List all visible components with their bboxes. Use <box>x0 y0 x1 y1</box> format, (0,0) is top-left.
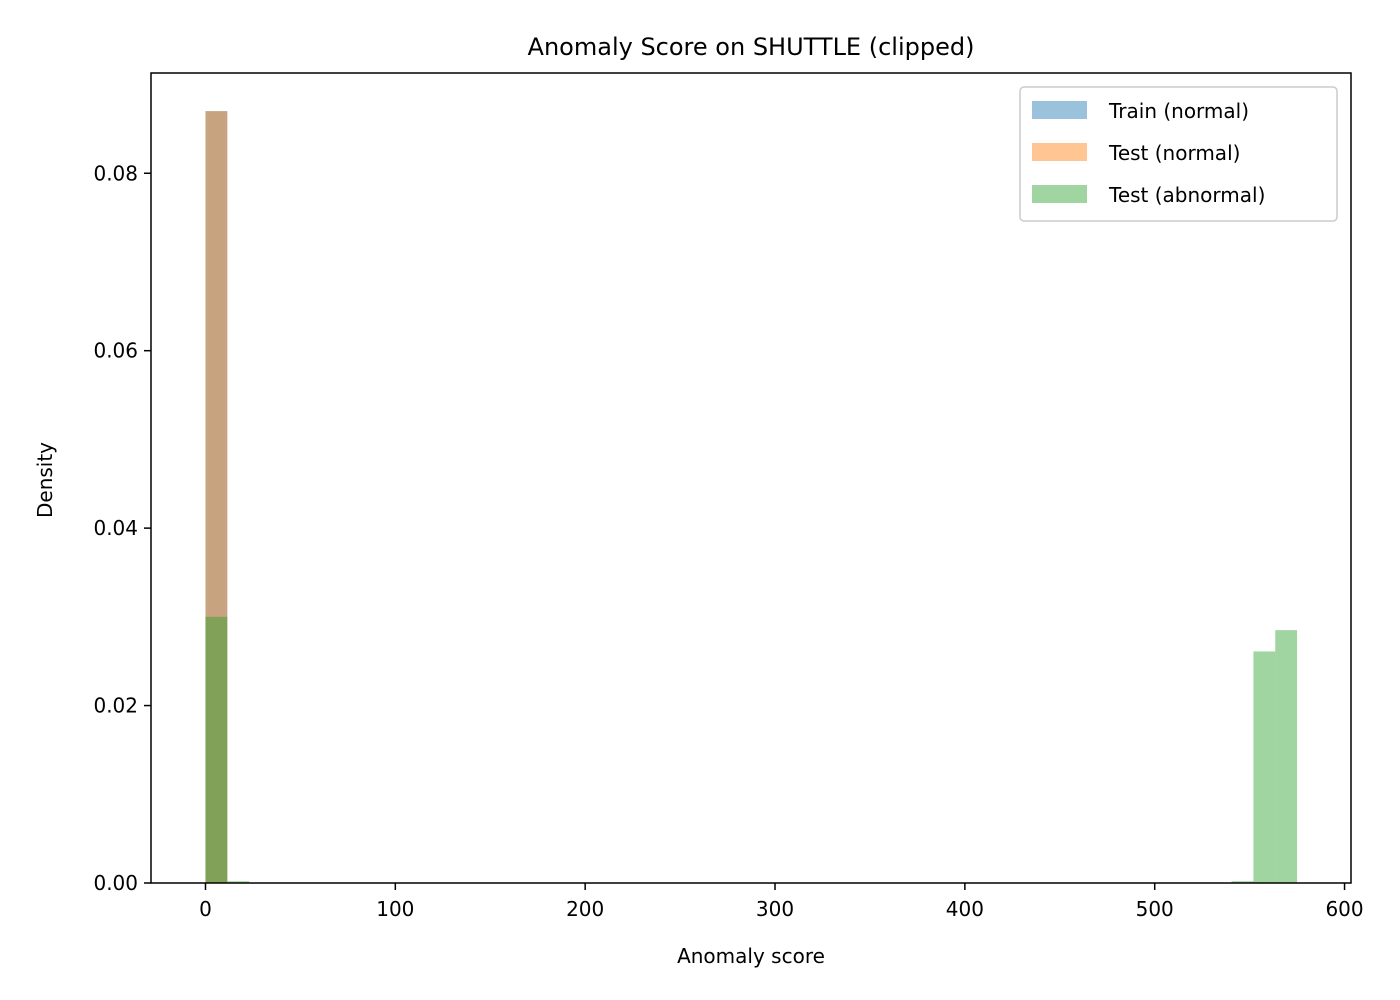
histogram-bar-series-3-bin-2 <box>227 881 250 883</box>
legend-label-2: Test (normal) <box>1108 141 1240 165</box>
legend-label-1: Train (normal) <box>1108 99 1249 123</box>
legend: Train (normal) Test (normal) Test (abnorma… <box>1019 86 1338 222</box>
legend-label-3: Test (abnormal) <box>1108 183 1265 207</box>
x-axis-ticks: 0 100 200 300 400 500 600 <box>199 883 1364 921</box>
legend-swatch-3 <box>1032 185 1087 203</box>
x-tick-label-2: 100 <box>376 897 414 921</box>
histogram-bar-series-3-bin-5 <box>1275 630 1298 883</box>
legend-box <box>1019 86 1338 222</box>
y-tick-label-3: 0.04 <box>93 516 138 540</box>
plot-area-frame <box>150 72 1352 884</box>
histogram-bar-series-3-bin-3 <box>1231 881 1254 883</box>
y-axis-label: Density <box>33 442 57 518</box>
x-tick-label-6: 500 <box>1136 897 1174 921</box>
x-tick-label-3: 200 <box>566 897 604 921</box>
x-tick-label-5: 400 <box>946 897 984 921</box>
y-axis-ticks: 0.00 0.02 0.04 0.06 0.08 <box>93 161 151 895</box>
bars-group <box>205 111 1298 884</box>
legend-swatch-2 <box>1032 143 1087 161</box>
chart-title: Anomaly Score on SHUTTLE (clipped) <box>528 33 975 61</box>
y-tick-label-2: 0.02 <box>93 694 138 718</box>
histogram-bar-series-3-bin-1 <box>205 616 228 883</box>
histogram-bar-series-3-bin-4 <box>1253 651 1276 883</box>
y-tick-label-1: 0.00 <box>93 871 138 895</box>
legend-swatch-1 <box>1032 101 1087 119</box>
x-tick-label-7: 600 <box>1325 897 1363 921</box>
histogram-bar-series-2-bin-1 <box>205 111 228 884</box>
x-tick-label-4: 300 <box>756 897 794 921</box>
x-tick-label-1: 0 <box>199 897 212 921</box>
y-tick-label-4: 0.06 <box>93 339 138 363</box>
y-tick-label-5: 0.08 <box>93 161 138 185</box>
histogram-bar-series-1-bin-1 <box>205 111 228 884</box>
x-axis-label: Anomaly score <box>677 944 825 968</box>
